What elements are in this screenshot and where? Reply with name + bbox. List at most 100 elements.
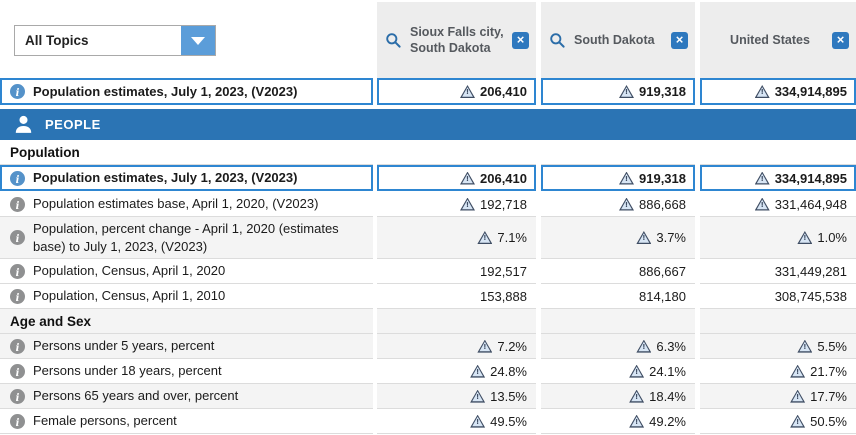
cell-value: 919,318	[639, 84, 686, 99]
column-title: Sioux Falls city, South Dakota	[410, 24, 504, 55]
cell-value: 886,668	[639, 196, 686, 212]
cell-value: 13.5%	[490, 388, 527, 404]
warning-triangle-icon	[790, 415, 805, 428]
cell-value: 49.5%	[490, 413, 527, 429]
info-icon[interactable]	[10, 388, 25, 404]
cell-value: 7.1%	[497, 230, 527, 246]
warning-triangle-icon	[629, 415, 644, 428]
cell-value: 206,410	[480, 170, 527, 186]
table-row-population-estimates: Population estimates, July 1, 2023, (V20…	[0, 165, 856, 192]
info-icon[interactable]	[10, 363, 25, 379]
warning-triangle-icon	[755, 172, 770, 185]
all-topics-dropdown-value: All Topics	[25, 33, 89, 48]
table-row-census-2020: Population, Census, April 1, 2020 192,51…	[0, 259, 856, 285]
warning-triangle-icon	[755, 198, 770, 211]
table-row-under-18: Persons under 18 years, percent 24.8% 24…	[0, 359, 856, 385]
section-header-population: Population	[0, 140, 856, 165]
close-icon[interactable]	[671, 31, 688, 49]
all-topics-dropdown[interactable]: All Topics	[14, 25, 216, 56]
warning-triangle-icon	[477, 340, 492, 353]
info-icon[interactable]	[10, 84, 25, 99]
cell-value: 1.0%	[817, 230, 847, 246]
table-row-census-2010: Population, Census, April 1, 2010 153,88…	[0, 284, 856, 310]
warning-triangle-icon	[470, 365, 485, 378]
cell-value: 919,318	[639, 170, 686, 186]
info-icon[interactable]	[10, 196, 25, 212]
warning-triangle-icon	[790, 390, 805, 403]
row-label: Population estimates base, April 1, 2020…	[33, 196, 319, 212]
warning-triangle-icon	[790, 365, 805, 378]
info-icon[interactable]	[10, 263, 25, 279]
cell-value: 334,914,895	[774, 84, 847, 99]
warning-triangle-icon	[619, 85, 634, 98]
cell-value: 17.7%	[810, 388, 847, 404]
warning-triangle-icon	[797, 340, 812, 353]
table-row-under-5: Persons under 5 years, percent 7.2% 6.3%…	[0, 334, 856, 360]
row-label: Population estimates, July 1, 2023, (V20…	[33, 83, 298, 99]
row-label: Population, Census, April 1, 2020	[33, 263, 226, 279]
column-header-south-dakota: South Dakota	[541, 2, 695, 78]
cell-value: 206,410	[480, 84, 527, 99]
warning-triangle-icon	[470, 390, 485, 403]
warning-triangle-icon	[636, 340, 651, 353]
column-header-united-states: United States	[700, 2, 856, 78]
close-icon[interactable]	[832, 31, 849, 49]
info-icon[interactable]	[10, 338, 25, 354]
cell-value: 24.8%	[490, 363, 527, 379]
close-icon[interactable]	[512, 31, 529, 49]
info-icon[interactable]	[10, 288, 25, 304]
cell-value: 886,667	[639, 263, 686, 279]
warning-triangle-icon	[629, 390, 644, 403]
warning-triangle-icon	[460, 198, 475, 211]
person-icon	[13, 114, 34, 135]
row-label: Population estimates, July 1, 2023, (V20…	[33, 170, 298, 186]
cell-value: 7.2%	[497, 338, 527, 354]
section-header-age-and-sex: Age and Sex	[0, 309, 856, 335]
row-label: Female persons, percent	[33, 413, 177, 429]
table-header: All Topics Sioux Falls city, South Dakot…	[0, 0, 856, 78]
warning-triangle-icon	[619, 172, 634, 185]
search-icon[interactable]	[549, 32, 566, 49]
section-banner-people[interactable]: PEOPLE	[0, 109, 856, 140]
column-title: United States	[730, 32, 810, 47]
cell-value: 153,888	[480, 288, 527, 304]
warning-triangle-icon	[629, 365, 644, 378]
cell-value: 6.3%	[656, 338, 686, 354]
row-label: Persons 65 years and over, percent	[33, 388, 239, 404]
column-header-sioux-falls: Sioux Falls city, South Dakota	[377, 2, 536, 78]
cell-value: 308,745,538	[774, 288, 847, 304]
cell-value: 5.5%	[817, 338, 847, 354]
table-row-female-persons: Female persons, percent 49.5% 49.2% 50.5…	[0, 409, 856, 435]
cell-value: 192,718	[480, 196, 527, 212]
warning-triangle-icon	[470, 415, 485, 428]
info-icon[interactable]	[10, 413, 25, 429]
cell-value: 3.7%	[656, 230, 686, 246]
cell-value: 192,517	[480, 263, 527, 279]
cell-value: 21.7%	[810, 363, 847, 379]
warning-triangle-icon	[477, 231, 492, 244]
cell-value: 50.5%	[810, 413, 847, 429]
warning-triangle-icon	[619, 198, 634, 211]
cell-value: 49.2%	[649, 413, 686, 429]
section-label: Population	[10, 144, 80, 160]
cell-value: 334,914,895	[774, 170, 847, 186]
chevron-down-icon[interactable]	[181, 26, 215, 55]
cell-value: 331,464,948	[774, 196, 847, 212]
table-row-estimates-base: Population estimates base, April 1, 2020…	[0, 192, 856, 217]
table-row-percent-change: Population, percent change - April 1, 20…	[0, 217, 856, 260]
search-icon[interactable]	[385, 32, 402, 49]
info-icon[interactable]	[10, 170, 25, 186]
warning-triangle-icon	[755, 85, 770, 98]
section-label: Age and Sex	[10, 313, 92, 329]
row-label: Persons under 18 years, percent	[33, 363, 222, 379]
warning-triangle-icon	[460, 85, 475, 98]
info-icon[interactable]	[10, 230, 25, 246]
warning-triangle-icon	[636, 231, 651, 244]
cell-value: 814,180	[639, 288, 686, 304]
section-banner-label: PEOPLE	[45, 117, 101, 132]
warning-triangle-icon	[797, 231, 812, 244]
cell-value: 331,449,281	[774, 263, 847, 279]
table-row-65-and-over: Persons 65 years and over, percent 13.5%…	[0, 384, 856, 410]
cell-value: 24.1%	[649, 363, 686, 379]
